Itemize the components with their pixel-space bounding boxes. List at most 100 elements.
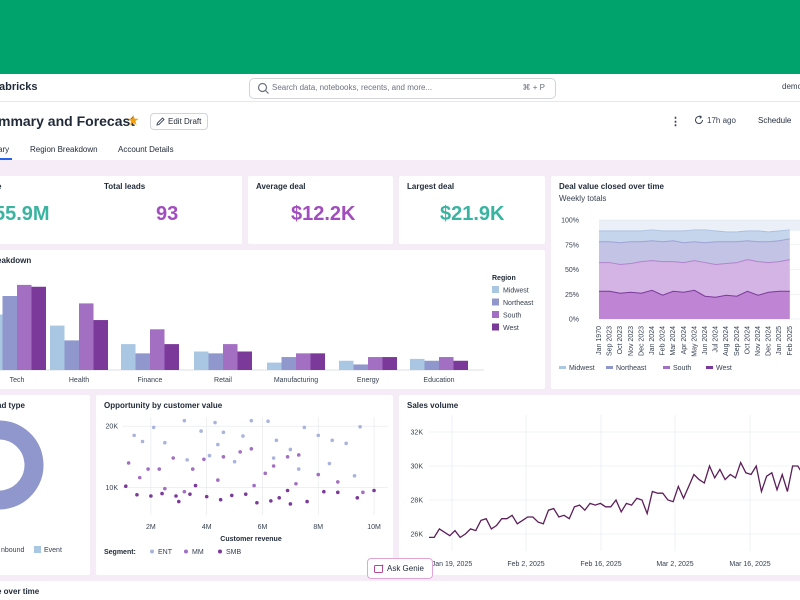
scatter-point xyxy=(361,490,365,495)
x-tick-label: Jan 1970 xyxy=(596,326,603,355)
legend-label: Northeast xyxy=(616,365,646,372)
scatter-point xyxy=(296,467,301,471)
tab-region-breakdown[interactable]: Region Breakdown xyxy=(30,145,98,154)
app-header: abricks Search data, notebooks, recents,… xyxy=(0,74,800,102)
legend-label: West xyxy=(716,365,732,372)
refresh-label: 17h ago xyxy=(707,116,736,125)
scatter-point xyxy=(344,441,348,446)
legend-label: West xyxy=(503,325,519,332)
bar xyxy=(296,353,311,370)
bar xyxy=(2,296,17,370)
legend-swatch xyxy=(706,366,713,369)
scatter-point xyxy=(355,496,360,500)
x-tick-label: Dec 2023 xyxy=(638,326,645,356)
x-tick-label: Apr 2024 xyxy=(681,326,688,355)
kpi-card-average-deal: Average deal $12.2K xyxy=(248,176,393,244)
scatter-point xyxy=(126,461,131,465)
tab-summary[interactable]: ary xyxy=(0,145,10,154)
scatter-point xyxy=(174,494,178,498)
x-tick-label: Mar 16, 2025 xyxy=(729,561,770,568)
tab-account-details[interactable]: Account Details xyxy=(118,145,174,154)
edit-draft-button[interactable]: Edit Draft xyxy=(150,113,209,130)
area-line xyxy=(599,259,790,266)
x-tick-label: Feb 2025 xyxy=(787,326,794,356)
lead-type-donut-chart: nbound Event xyxy=(0,419,62,554)
scatter-point xyxy=(277,496,282,500)
scatter-point xyxy=(243,492,248,496)
scatter-point xyxy=(193,483,198,488)
scatter-point xyxy=(269,499,273,503)
area-band xyxy=(599,259,790,298)
scatter-point xyxy=(229,493,234,498)
x-tick-label: Education xyxy=(423,377,454,384)
bar xyxy=(368,357,383,370)
scatter-point xyxy=(207,453,212,458)
scatter-point xyxy=(288,502,293,506)
y-tick-label: 25% xyxy=(565,292,579,299)
area-band xyxy=(599,238,790,265)
scatter-point xyxy=(163,440,167,445)
bar xyxy=(237,351,252,370)
scatter-point xyxy=(335,480,340,484)
scatter-point xyxy=(335,490,340,495)
ask-genie-button[interactable]: Ask Genie xyxy=(367,558,433,579)
bar xyxy=(164,344,179,370)
area-top-band xyxy=(599,220,800,231)
brand-logo[interactable]: abricks xyxy=(0,81,38,93)
x-tick-label: 2M xyxy=(146,524,156,531)
legend-swatch xyxy=(492,286,499,293)
scatter-point xyxy=(202,457,206,462)
bar xyxy=(281,357,296,370)
area-band xyxy=(599,290,790,319)
y-tick-label: 30K xyxy=(411,464,424,471)
legend-label: Midwest xyxy=(569,365,595,372)
scatter-point xyxy=(330,438,335,443)
kpi-value: 93 xyxy=(156,203,179,225)
x-tick-label: Feb 16, 2025 xyxy=(580,561,621,568)
x-tick-label: Aug 2024 xyxy=(723,326,730,356)
x-tick-label: May 2024 xyxy=(691,326,698,357)
legend-swatch xyxy=(559,366,566,369)
scatter-point xyxy=(241,434,245,438)
scatter-point xyxy=(316,472,321,477)
legend-title: Region xyxy=(492,275,516,282)
chart-title: e over time xyxy=(0,587,40,596)
bar xyxy=(353,364,368,370)
sales-volume-card: Sales volume 32K 30K 28K 26K Jan 19, 2025 Feb… xyxy=(399,395,800,575)
scatter-point xyxy=(140,439,145,444)
refresh-icon xyxy=(695,115,703,124)
chart-title: Opportunity by customer value xyxy=(104,401,223,410)
scatter-point xyxy=(171,456,176,460)
pencil-icon xyxy=(156,117,165,126)
legend-label: South xyxy=(673,365,691,372)
scatter-point xyxy=(358,425,362,429)
bar xyxy=(439,357,454,370)
kpi-title: Average deal xyxy=(256,182,306,191)
legend-swatch xyxy=(606,366,613,369)
search-input[interactable]: Search data, notebooks, recents, and mor… xyxy=(249,78,556,99)
schedule-button[interactable]: Schedule xyxy=(758,116,792,125)
x-tick-label: Mar 2, 2025 xyxy=(656,561,693,568)
legend-label: Midwest xyxy=(503,288,529,295)
scatter-point xyxy=(132,433,136,438)
bar xyxy=(410,358,425,370)
scatter-point xyxy=(135,492,139,497)
bar xyxy=(0,314,3,370)
region-bar-chart: Tech Health Finance Retail Manufacturing Ener… xyxy=(0,275,533,384)
star-icon[interactable]: ★ xyxy=(127,112,140,128)
page-title: mmary and Forecast xyxy=(0,113,135,129)
x-tick-label: Oct 2023 xyxy=(617,326,624,355)
x-tick-label: Health xyxy=(69,377,89,384)
chart-title: Sales volume xyxy=(407,401,459,410)
more-options-icon[interactable]: ⋮ xyxy=(670,116,681,128)
x-tick-label: 6M xyxy=(258,524,268,531)
bar xyxy=(424,360,439,370)
scatter-point xyxy=(221,455,226,459)
x-tick-label: 8M xyxy=(313,524,323,531)
user-menu[interactable]: demo xyxy=(782,82,800,91)
scatter-point xyxy=(271,456,276,460)
scatter-point xyxy=(274,438,279,443)
scatter-point xyxy=(249,418,254,423)
scatter-point xyxy=(199,429,203,433)
y-tick-label: 32K xyxy=(411,430,424,437)
